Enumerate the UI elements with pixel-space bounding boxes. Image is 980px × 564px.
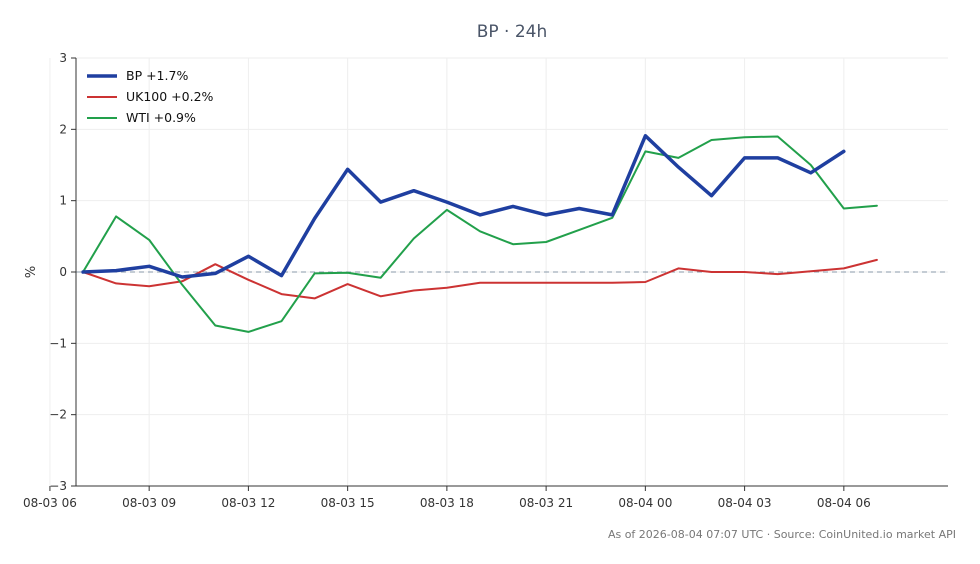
y-tick-label: −1 (49, 336, 67, 350)
y-tick-label: 2 (59, 122, 67, 136)
legend-label: WTI +0.9% (126, 110, 196, 125)
y-tick-label: −2 (49, 408, 67, 422)
x-tick-label: 08-03 12 (221, 496, 275, 510)
x-tick-label: 08-03 06 (23, 496, 77, 510)
axes: 3 2 1 0 −1 −2 −3 08-03 06 08-03 09 08-03 12 08-03 … (23, 51, 948, 510)
x-tick-label: 08-03 09 (122, 496, 176, 510)
legend-label: BP +1.7% (126, 68, 188, 83)
x-tick-label: 08-03 18 (420, 496, 474, 510)
series-line (81, 134, 846, 279)
chart-title: BP · 24h (477, 22, 548, 42)
legend: BP +1.7% UK100 +0.2% WTI +0.9% (87, 68, 214, 125)
x-tick-label: 08-03 15 (321, 496, 375, 510)
y-tick-label: −3 (49, 479, 67, 493)
series-line (82, 135, 878, 333)
y-tick-label: 0 (59, 265, 67, 279)
x-tick-label: 08-04 03 (718, 496, 772, 510)
series-line (82, 258, 878, 300)
series-lines (81, 134, 878, 333)
x-tick-label: 08-04 00 (618, 496, 672, 510)
x-tick-label: 08-03 21 (519, 496, 573, 510)
y-tick-label: 1 (59, 194, 67, 208)
footer-source: As of 2026-08-04 07:07 UTC · Source: Coi… (608, 528, 956, 541)
legend-label: UK100 +0.2% (126, 89, 214, 104)
y-axis-label: % (24, 266, 39, 278)
y-tick-label: 3 (59, 51, 67, 65)
x-tick-label: 08-04 06 (817, 496, 871, 510)
